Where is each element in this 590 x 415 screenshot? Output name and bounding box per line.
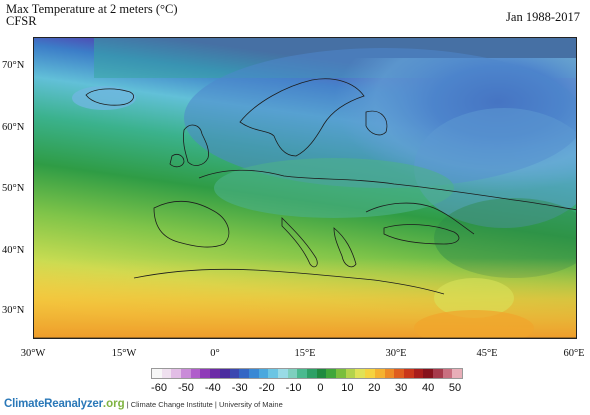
colorbar-tick-label: -10	[285, 382, 302, 394]
colorbar-swatch-11	[258, 369, 269, 378]
dataset-name: CFSR	[6, 14, 37, 28]
colorbar-swatch-17	[316, 369, 327, 378]
institute-credit: | Climate Change Institute | University …	[124, 400, 283, 409]
lon-label-15w: 15°W	[111, 348, 137, 359]
colorbar-swatch-13	[277, 369, 288, 378]
colorbar-swatch-26	[403, 369, 414, 378]
colorbar-swatch-18	[326, 369, 337, 378]
colorbar-tick-label: -50	[177, 382, 194, 394]
colorbar-swatch-1	[161, 369, 172, 378]
map-canvas	[34, 38, 576, 338]
colorbar-tick-label: -40	[204, 382, 221, 394]
colorbar-swatch-9	[239, 369, 249, 378]
temperature-colorbar	[151, 368, 463, 379]
colorbar-tick-label: 10	[341, 382, 354, 394]
lon-label-15e: 15°E	[294, 348, 316, 359]
colorbar-swatch-14	[287, 369, 298, 378]
lon-label-60e: 60°E	[563, 348, 585, 359]
brand-name[interactable]: ClimateReanalyzer	[4, 398, 103, 410]
lat-label-30n: 30°N	[2, 305, 25, 316]
colorbar-swatch-10	[248, 369, 259, 378]
colorbar-swatch-16	[307, 369, 317, 378]
colorbar-swatch-4	[190, 369, 201, 378]
temperature-map	[33, 37, 577, 339]
colorbar-tick-labels: -60 -50 -40 -30 -20 -10 0 10 20 30 40 50	[151, 382, 463, 396]
colorbar-swatch-7	[219, 369, 230, 378]
colorbar-tick-label: 0	[317, 382, 324, 394]
footer-credit: ClimateReanalyzer.org | Climate Change I…	[4, 398, 283, 410]
lat-label-50n: 50°N	[2, 183, 25, 194]
colorbar-swatch-3	[181, 369, 191, 378]
colorbar-swatch-30	[442, 369, 453, 378]
colorbar-swatch-19	[336, 369, 346, 378]
colorbar-tick-label: -60	[151, 382, 167, 394]
colorbar-tick-label: 50	[448, 382, 462, 394]
lon-label-45e: 45°E	[476, 348, 498, 359]
colorbar-swatch-6	[210, 369, 220, 378]
lon-label-30w: 30°W	[20, 348, 46, 359]
colorbar-swatch-27	[413, 369, 424, 378]
colorbar-swatch-12	[268, 369, 278, 378]
colorbar-swatch-25	[394, 369, 404, 378]
lat-label-70n: 70°N	[2, 60, 25, 71]
colorbar-swatch-0	[152, 369, 162, 378]
colorbar-swatch-23	[374, 369, 385, 378]
lat-label-60n: 60°N	[2, 122, 25, 133]
colorbar-swatch-2	[171, 369, 182, 378]
lat-label-40n: 40°N	[2, 245, 25, 256]
colorbar-swatch-24	[384, 369, 395, 378]
colorbar-tick-label: 40	[421, 382, 435, 394]
colorbar-swatch-8	[229, 369, 240, 378]
time-period: Jan 1988-2017	[506, 10, 580, 24]
colorbar-tick-label: -30	[231, 382, 248, 394]
colorbar-swatch-20	[345, 369, 356, 378]
colorbar-swatch-29	[432, 369, 443, 378]
colorbar-swatch-5	[200, 369, 211, 378]
colorbar-swatch-15	[297, 369, 307, 378]
lon-label-0: 0°	[210, 348, 220, 359]
colorbar-swatch-28	[423, 369, 433, 378]
brand-suffix[interactable]: .org	[102, 398, 125, 410]
colorbar-tick-label: 20	[368, 382, 381, 394]
colorbar-swatch-22	[365, 369, 375, 378]
colorbar-tick-label: 30	[395, 382, 408, 394]
colorbar-swatch-21	[355, 369, 366, 378]
lon-label-30e: 30°E	[385, 348, 407, 359]
map-title: Max Temperature at 2 meters (°C)	[6, 2, 178, 16]
colorbar-tick-label: -20	[258, 382, 275, 394]
colorbar-swatch-31	[452, 369, 462, 378]
